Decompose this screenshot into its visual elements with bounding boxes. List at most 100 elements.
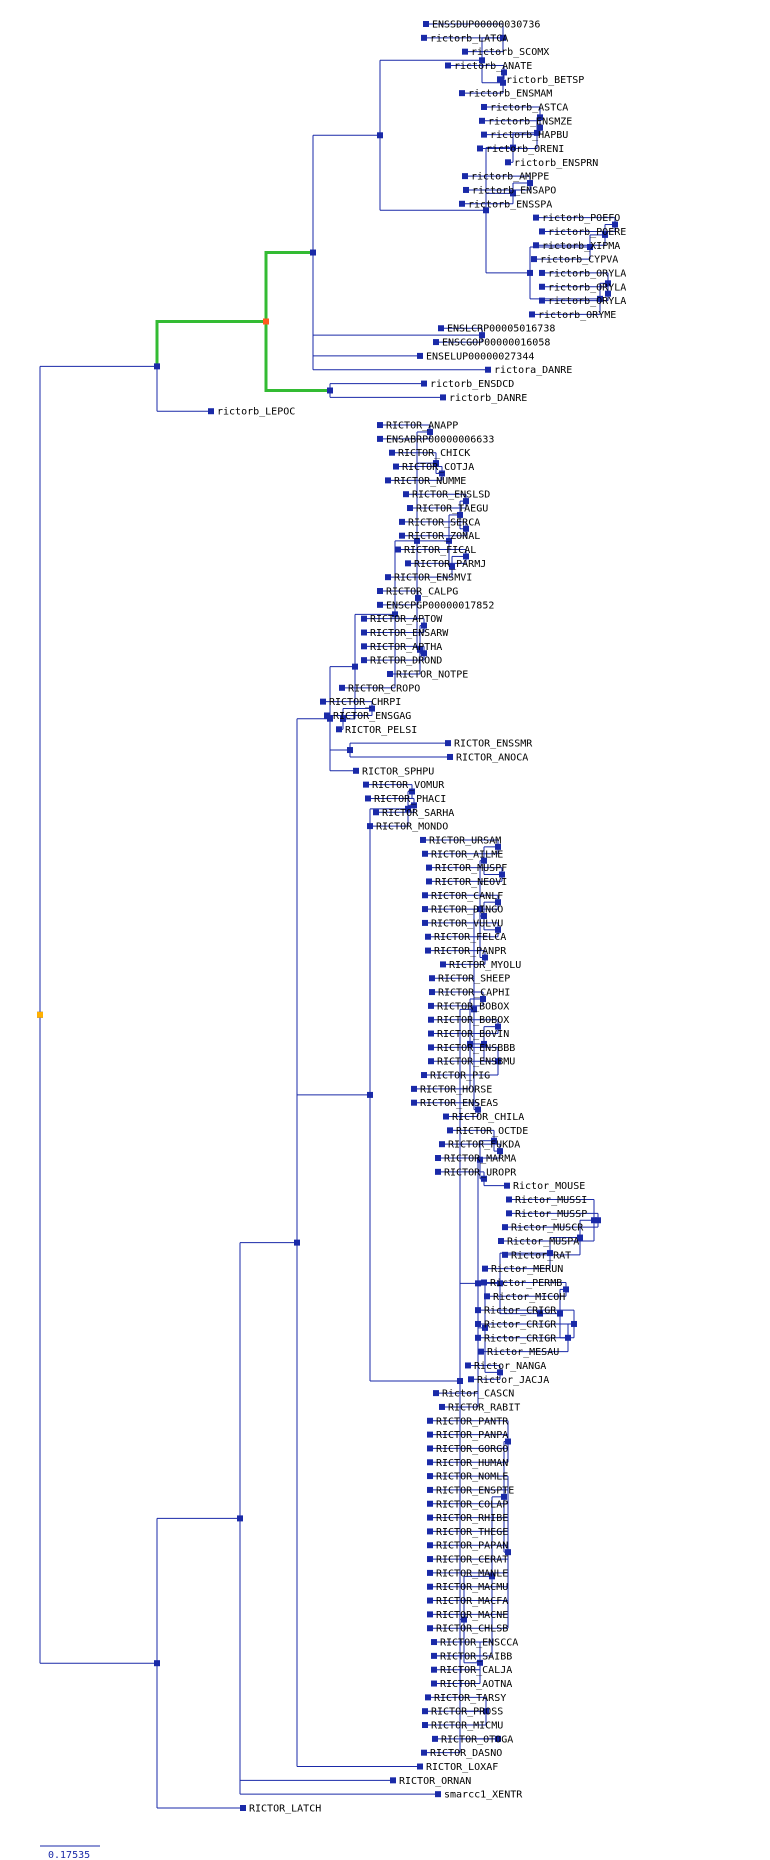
- tree-node[interactable]: [468, 1376, 474, 1383]
- tree-node[interactable]: [489, 1573, 495, 1580]
- tree-node[interactable]: [478, 1348, 484, 1355]
- tree-node[interactable]: [417, 352, 423, 359]
- tree-node[interactable]: [457, 511, 463, 518]
- tree-node[interactable]: [497, 1369, 503, 1376]
- tree-node[interactable]: [571, 1320, 577, 1327]
- tree-node[interactable]: [432, 1735, 438, 1742]
- tree-node[interactable]: [435, 1155, 441, 1162]
- tree-node[interactable]: [481, 1279, 487, 1286]
- tree-node[interactable]: [422, 919, 428, 926]
- tree-node[interactable]: [427, 1445, 433, 1452]
- tree-node[interactable]: [361, 657, 367, 664]
- tree-node[interactable]: [367, 1091, 373, 1098]
- tree-node[interactable]: [479, 57, 485, 64]
- tree-node[interactable]: [459, 90, 465, 97]
- tree-node[interactable]: [547, 1250, 553, 1257]
- tree-node[interactable]: [420, 836, 426, 843]
- tree-node[interactable]: [612, 221, 618, 228]
- tree-node[interactable]: [422, 850, 428, 857]
- tree-node[interactable]: [475, 1280, 481, 1287]
- tree-node[interactable]: [506, 1210, 512, 1217]
- tree-node[interactable]: [237, 1515, 243, 1522]
- tree-node[interactable]: [445, 740, 451, 747]
- tree-node[interactable]: [385, 574, 391, 581]
- tree-node[interactable]: [457, 1378, 463, 1385]
- tree-node[interactable]: [461, 1616, 467, 1623]
- tree-node[interactable]: [377, 422, 383, 429]
- tree-node[interactable]: [527, 269, 533, 276]
- tree-node[interactable]: [602, 231, 608, 238]
- tree-node[interactable]: [365, 795, 371, 802]
- tree-node[interactable]: [537, 124, 543, 131]
- tree-node[interactable]: [438, 325, 444, 332]
- tree-node[interactable]: [427, 428, 433, 435]
- tree-node[interactable]: [482, 954, 488, 961]
- tree-node[interactable]: [527, 180, 533, 187]
- tree-node[interactable]: [475, 1334, 481, 1341]
- tree-node[interactable]: [423, 21, 429, 27]
- tree-node[interactable]: [531, 256, 537, 263]
- tree-node[interactable]: [426, 878, 432, 885]
- tree-node[interactable]: [421, 34, 427, 41]
- tree-node[interactable]: [407, 505, 413, 512]
- tree-node[interactable]: [475, 1106, 481, 1113]
- tree-node[interactable]: [395, 546, 401, 553]
- tree-node[interactable]: [497, 76, 503, 83]
- tree-node[interactable]: [208, 408, 214, 415]
- tree-node[interactable]: [510, 144, 516, 151]
- tree-node[interactable]: [431, 1652, 437, 1659]
- tree-node[interactable]: [425, 1694, 431, 1701]
- tree-node[interactable]: [479, 332, 485, 339]
- tree-node[interactable]: [481, 857, 487, 864]
- tree-node[interactable]: [505, 1549, 511, 1556]
- tree-node[interactable]: [500, 34, 506, 41]
- tree-node[interactable]: [363, 781, 369, 788]
- tree-node[interactable]: [529, 311, 535, 318]
- tree-node[interactable]: [154, 363, 160, 370]
- tree-node[interactable]: [495, 843, 501, 850]
- tree-node[interactable]: [482, 1324, 488, 1331]
- tree-node[interactable]: [427, 1597, 433, 1604]
- tree-node[interactable]: [377, 601, 383, 608]
- tree-node[interactable]: [481, 913, 487, 919]
- tree-node[interactable]: [463, 525, 469, 532]
- tree-node[interactable]: [421, 650, 427, 657]
- tree-node[interactable]: [447, 753, 453, 760]
- tree-node[interactable]: [154, 1660, 160, 1667]
- tree-node[interactable]: [347, 747, 353, 754]
- tree-node[interactable]: [591, 1217, 597, 1224]
- tree-node[interactable]: [462, 48, 468, 55]
- tree-node[interactable]: [367, 823, 373, 830]
- tree-node[interactable]: [427, 1459, 433, 1466]
- tree-node[interactable]: [440, 394, 446, 401]
- tree-node[interactable]: [597, 295, 603, 302]
- tree-node[interactable]: [435, 1168, 441, 1175]
- tree-node[interactable]: [417, 646, 423, 653]
- tree-node[interactable]: [427, 1542, 433, 1549]
- tree-node[interactable]: [605, 290, 611, 297]
- tree-node[interactable]: [427, 1431, 433, 1438]
- tree-node[interactable]: [427, 1625, 433, 1632]
- tree-node[interactable]: [495, 1058, 501, 1065]
- tree-node[interactable]: [533, 214, 539, 221]
- tree-node[interactable]: [352, 663, 358, 670]
- tree-node[interactable]: [429, 989, 435, 996]
- tree-node[interactable]: [539, 283, 545, 290]
- tree-node[interactable]: [465, 1362, 471, 1369]
- tree-node[interactable]: [377, 132, 383, 139]
- tree-node[interactable]: [537, 114, 543, 121]
- tree-node[interactable]: [427, 1556, 433, 1563]
- tree-node[interactable]: [417, 1763, 423, 1770]
- tree-node[interactable]: [320, 698, 326, 705]
- tree-node[interactable]: [422, 906, 428, 913]
- tree-node[interactable]: [497, 1280, 503, 1287]
- tree-node[interactable]: [373, 809, 379, 816]
- tree-node[interactable]: [427, 1569, 433, 1576]
- tree-node[interactable]: [377, 588, 383, 595]
- tree-node[interactable]: [475, 1307, 481, 1314]
- tree-node[interactable]: [482, 1265, 488, 1272]
- tree-node[interactable]: [459, 200, 465, 207]
- tree-node[interactable]: [421, 380, 427, 387]
- tree-node[interactable]: [361, 615, 367, 622]
- tree-node[interactable]: [463, 186, 469, 193]
